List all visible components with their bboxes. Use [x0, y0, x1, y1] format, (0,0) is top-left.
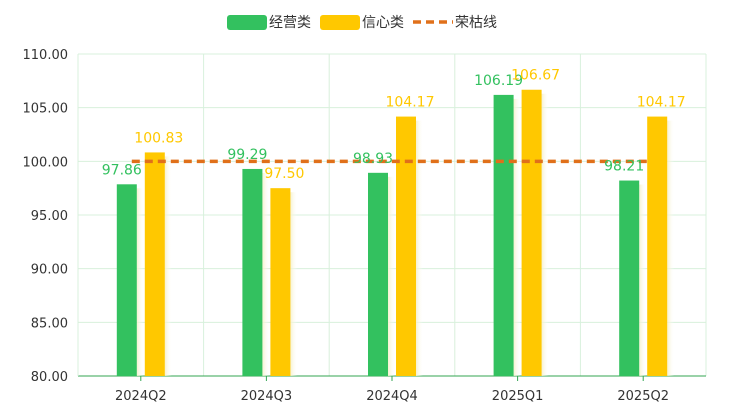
bar-series-2: [144, 152, 165, 376]
bar-series-1: [368, 172, 388, 376]
bar-shadow: [513, 98, 521, 377]
x-tick-label: 2025Q1: [492, 389, 544, 404]
data-label: 106.67: [511, 68, 560, 84]
bar-series-2: [647, 116, 668, 377]
data-label: 97.86: [102, 162, 142, 178]
y-tick-label: 105.00: [23, 102, 69, 117]
bar-shadow: [262, 172, 270, 376]
grid-lines: [77, 53, 707, 377]
y-tick-label: 80.00: [31, 370, 68, 385]
x-tick-label: 2025Q2: [617, 389, 669, 404]
data-label: 106.19: [474, 73, 523, 89]
bar-shadow: [388, 176, 395, 376]
data-label: 97.50: [264, 166, 304, 182]
data-label: 99.29: [227, 147, 267, 163]
bar-series-1: [493, 94, 514, 377]
legend-label: 经营类: [269, 15, 311, 31]
data-label: 100.83: [134, 130, 183, 146]
x-tick-label: 2024Q3: [241, 389, 293, 404]
x-tick-label: 2024Q2: [115, 389, 167, 404]
legend-label: 信心类: [362, 15, 404, 31]
bar-series-2: [521, 89, 542, 376]
bar-series-1: [619, 180, 640, 376]
bar-series-2: [270, 188, 291, 376]
legend-swatch: [320, 15, 360, 30]
bar-shadow: [667, 120, 675, 376]
bar-shadow: [136, 188, 144, 376]
bar-series-2: [396, 116, 416, 377]
bar-shadow: [639, 184, 647, 376]
legend-swatch: [227, 15, 267, 30]
bar-shadow: [164, 156, 172, 376]
y-tick-label: 110.00: [23, 48, 69, 63]
bar-series-1: [116, 184, 137, 376]
bar-shadow: [290, 192, 298, 376]
y-tick-label: 95.00: [31, 209, 68, 224]
data-labels: 97.86 99.29 98.93 106.19 98.21 100.83 97.50 104…: [102, 68, 686, 182]
y-tick-label: 85.00: [31, 316, 68, 331]
y-tick-label: 100.00: [23, 155, 69, 170]
bar-series-1: [242, 168, 263, 376]
bar-shadow: [541, 93, 549, 376]
y-tick-label: 90.00: [31, 263, 68, 278]
legend[interactable]: 经营类 信心类 荣枯线: [227, 15, 497, 31]
legend-label: 荣枯线: [455, 15, 497, 31]
bar-shadow: [416, 120, 423, 376]
bars: [116, 89, 675, 377]
data-label: 104.17: [386, 95, 435, 111]
x-tick-label: 2024Q4: [366, 389, 418, 404]
data-label: 98.21: [604, 159, 644, 175]
data-label: 104.17: [637, 95, 686, 111]
data-label: 98.93: [353, 151, 393, 167]
